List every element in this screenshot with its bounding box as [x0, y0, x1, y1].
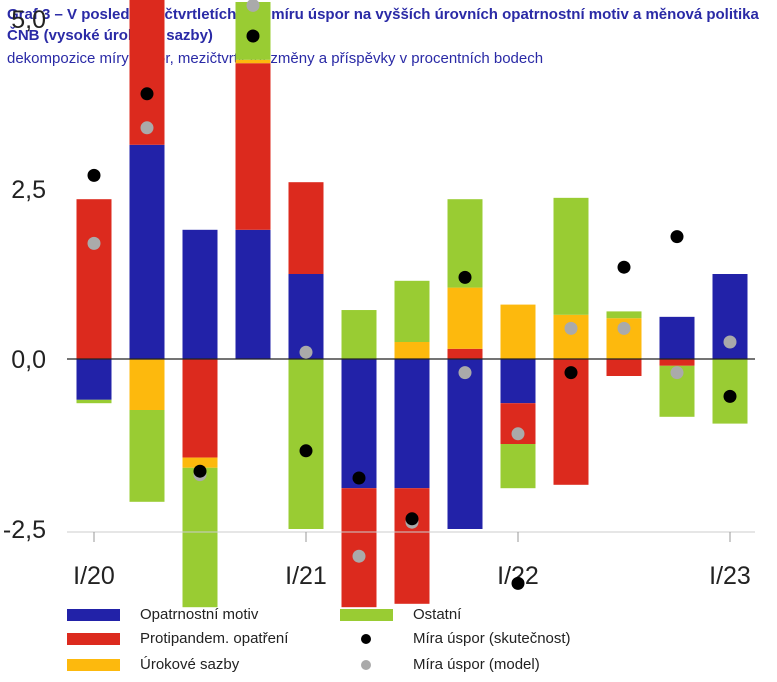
point-model — [299, 345, 313, 359]
bar-opatrnostni — [341, 359, 377, 489]
point-skutecnost — [140, 87, 154, 101]
point-model — [352, 549, 366, 563]
bar-opatrnostni — [235, 229, 271, 359]
bar-ostatni — [394, 280, 430, 342]
point-skutecnost — [511, 576, 525, 590]
y-tick-label: 2,5 — [11, 176, 46, 204]
bar-opatrnostni — [76, 359, 112, 400]
point-skutecnost — [670, 230, 684, 244]
y-tick-label: 5,0 — [11, 6, 46, 34]
point-model — [511, 427, 525, 441]
bar-ostatni — [341, 310, 377, 359]
point-model — [564, 321, 578, 335]
point-model — [670, 366, 684, 380]
bar-ostatni — [606, 311, 642, 319]
point-skutecnost — [299, 444, 313, 458]
bar-urokove — [500, 304, 536, 359]
point-model — [140, 121, 154, 135]
bar-protipandem — [288, 182, 324, 274]
point-skutecnost — [617, 260, 631, 274]
bar-protipandem — [447, 348, 483, 359]
bar-protipandem — [394, 488, 430, 604]
bar-urokove — [129, 359, 165, 410]
bar-urokove — [394, 342, 430, 359]
point-model — [246, 0, 260, 12]
bar-opatrnostni — [288, 274, 324, 359]
point-skutecnost — [246, 29, 260, 43]
bar-opatrnostni — [182, 229, 218, 359]
bar-opatrnostni — [129, 144, 165, 359]
y-tick-label: -2,5 — [3, 516, 46, 544]
point-skutecnost — [193, 464, 207, 478]
bar-ostatni — [182, 467, 218, 608]
x-tick-label: I/23 — [709, 562, 751, 590]
point-skutecnost — [352, 471, 366, 485]
point-skutecnost — [405, 512, 419, 526]
bar-ostatni — [553, 197, 589, 315]
point-model — [87, 236, 101, 250]
bar-protipandem — [182, 359, 218, 458]
bar-protipandem — [553, 359, 589, 485]
bar-protipandem — [129, 0, 165, 145]
x-tick-label: I/20 — [73, 562, 115, 590]
bar-protipandem — [606, 359, 642, 376]
point-skutecnost — [723, 389, 737, 403]
bar-protipandem — [341, 488, 377, 608]
bar-urokove — [235, 59, 271, 64]
bar-urokove — [182, 457, 218, 468]
bar-opatrnostni — [659, 316, 695, 359]
x-tick-label: I/21 — [285, 562, 327, 590]
bar-urokove — [553, 314, 589, 359]
point-model — [617, 321, 631, 335]
bar-urokove — [447, 287, 483, 349]
point-model — [458, 366, 472, 380]
bar-ostatni — [129, 410, 165, 502]
point-model — [723, 335, 737, 349]
point-skutecnost — [564, 366, 578, 380]
bar-protipandem — [76, 199, 112, 359]
bar-protipandem — [659, 359, 695, 366]
bar-opatrnostni — [394, 359, 430, 489]
bar-opatrnostni — [447, 359, 483, 529]
bar-protipandem — [235, 63, 271, 230]
bar-ostatni — [500, 444, 536, 489]
bar-ostatni — [288, 359, 324, 529]
y-tick-label: 0,0 — [11, 346, 46, 374]
bar-opatrnostni — [500, 359, 536, 404]
point-skutecnost — [87, 168, 101, 182]
bar-ostatni — [76, 399, 112, 404]
point-skutecnost — [458, 270, 472, 284]
